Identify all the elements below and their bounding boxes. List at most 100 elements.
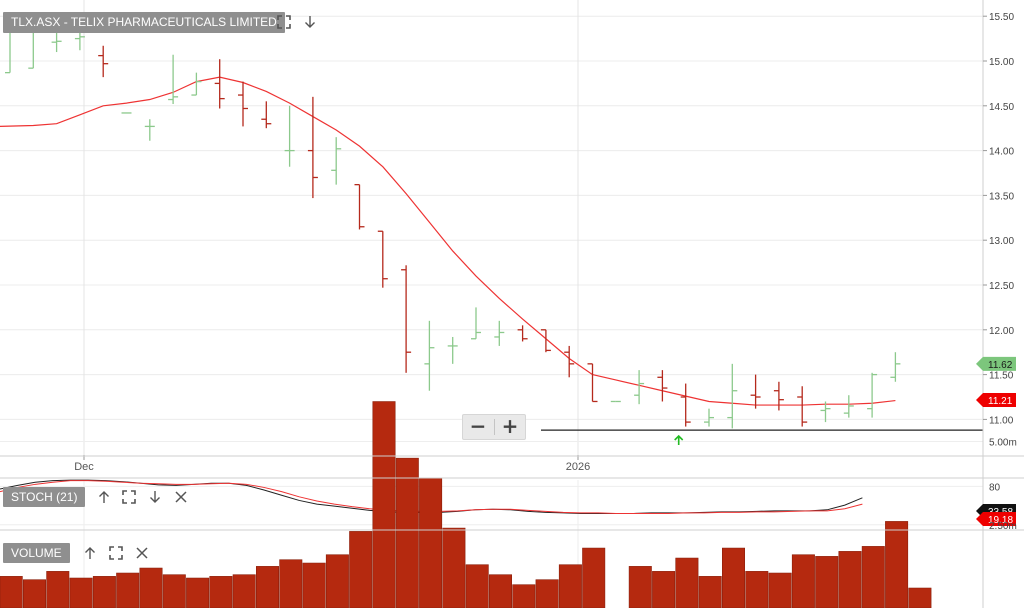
volume-bar [279,559,303,608]
moving-average-line [0,76,896,406]
y-tick-label: 11.50 [989,371,1014,382]
ohlc-bar [727,363,738,429]
stoch-panel-label[interactable]: STOCH (21) [3,487,86,507]
ohlc-bar [377,230,388,288]
ohlc-bar [354,183,365,230]
volume-bar [861,546,885,608]
ohlc-bar [540,329,551,353]
volume-bar [675,557,699,608]
ohlc-bar [284,105,295,167]
y-tick-label: 12.00 [989,326,1014,337]
last-price-tag-text: 11.62 [988,360,1013,371]
volume-bar [838,551,862,608]
volume-bar [92,576,116,608]
volume-bar [815,556,839,608]
volume-y-tick-label: 5.00m [989,438,1017,449]
close-icon[interactable] [135,546,149,560]
volume-bar [116,572,140,608]
price-panel-label[interactable]: TLX.ASX - TELIX PHARMACEUTICALS LIMITED [3,12,285,33]
volume-bar [395,457,419,608]
ohlc-bar [797,386,808,427]
volume-bar [0,576,23,608]
ohlc-bar [843,395,854,418]
stoch-d-tag-shape [976,512,1016,526]
y-tick-label: 14.00 [989,147,1014,158]
ohlc-bar [51,31,62,53]
x-tick-label: 2026 [566,461,590,473]
volume-bar [465,564,489,608]
volume-bar [46,571,70,608]
volume-bar [558,564,582,608]
volume-bar [232,574,256,608]
volume-bar [745,571,769,608]
volume-bar [908,587,932,608]
arrow-up-icon[interactable] [83,546,97,560]
ohlc-bar [447,336,458,364]
stoch-d-tag-text: 19.18 [988,515,1013,526]
ohlc-bar [890,352,901,382]
ohlc-bar [494,320,505,346]
ohlc-bar [750,374,761,409]
volume-bar [209,576,233,608]
volume-bar [512,584,536,608]
maximize-icon[interactable] [122,490,136,504]
y-tick-label: 11.00 [989,415,1014,426]
arrow-down-icon[interactable] [148,490,162,504]
y-tick-label: 14.50 [989,102,1014,113]
volume-bar [139,567,163,608]
ohlc-bar [820,401,831,423]
stoch-d-tag: 19.18 [976,512,1016,526]
ohlc-bar [307,96,318,199]
ohlc-bar [331,137,342,185]
ohlc-bar [214,59,225,109]
volume-bar [535,579,559,608]
y-tick-label: 13.00 [989,236,1014,247]
last-price-tag: 11.62 [976,356,1016,371]
maximize-icon[interactable] [109,546,123,560]
volume-panel-label[interactable]: VOLUME [3,543,70,563]
volume-bar [652,571,676,608]
y-tick-label: 13.50 [989,191,1014,202]
zoom-in-button[interactable]: + [501,414,519,438]
volume-bar [442,527,466,608]
volume-bar [22,579,46,608]
volume-bar [69,577,93,608]
close-icon[interactable] [174,490,188,504]
grid-layer [0,0,983,608]
stoch-y-tick-label: 80 [989,482,1001,493]
ohlc-bar [680,383,691,427]
ohlc-bar [564,345,575,378]
ohlc-bar [144,119,155,141]
last-price-tag-shape [976,356,1016,371]
y-tick-label: 15.00 [989,57,1014,68]
zoom-divider [494,419,495,435]
volume-bar [698,576,722,608]
maximize-icon[interactable] [277,15,291,29]
volume-bar [791,554,815,608]
ohlc-bar [98,45,109,78]
buy-signal-arrow-icon [674,434,684,445]
volume-bar [325,554,349,608]
ohlc-bar [261,101,272,129]
volume-bar [885,521,909,608]
ohlc-bar [867,372,878,418]
arrow-down-icon[interactable] [303,15,317,29]
volume-bar [162,574,186,608]
volume-bar [255,566,279,608]
ohlc-bar [401,265,412,373]
arrow-up-icon[interactable] [97,490,111,504]
ohlc-bar [517,325,528,342]
ohlc-bar [634,370,645,405]
ohlc-bar [5,30,15,74]
ohlc-bar [657,370,668,402]
volume-bar [582,547,606,608]
zoom-out-button[interactable]: − [469,414,487,438]
volume-bar [302,562,326,608]
price-layer [0,26,983,445]
moving-average-tag-text: 11.21 [988,396,1013,407]
ohlc-bar [238,81,248,127]
volume-bar [372,401,396,608]
zoom-control: − + [462,414,526,440]
